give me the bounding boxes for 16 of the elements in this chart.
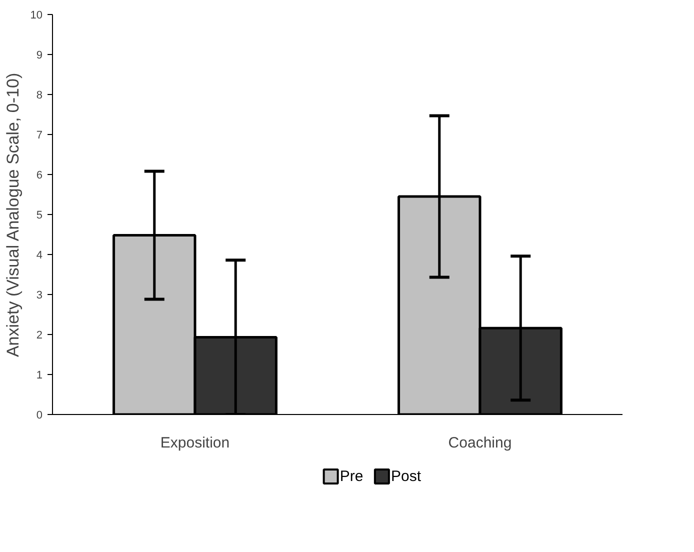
y-tick-label: 1 xyxy=(36,370,43,382)
y-tick-label: 5 xyxy=(36,210,43,222)
y-axis-title: Anxiety (Visual Analogue Scale, 0-10) xyxy=(3,72,22,358)
y-tick-label: 10 xyxy=(30,10,43,22)
y-tick-label: 0 xyxy=(36,410,43,422)
legend-label: Post xyxy=(391,468,422,485)
legend-label: Pre xyxy=(340,468,364,485)
y-tick-label: 2 xyxy=(36,330,43,342)
y-tick-label: 8 xyxy=(36,90,43,102)
y-tick-label: 9 xyxy=(36,50,43,62)
y-tick-label: 3 xyxy=(36,290,43,302)
y-tick-label: 4 xyxy=(36,250,43,262)
x-tick-label: Exposition xyxy=(160,434,230,452)
x-tick-label: Coaching xyxy=(448,434,512,452)
y-tick-label: 6 xyxy=(36,170,43,182)
y-tick-label: 7 xyxy=(36,130,43,142)
